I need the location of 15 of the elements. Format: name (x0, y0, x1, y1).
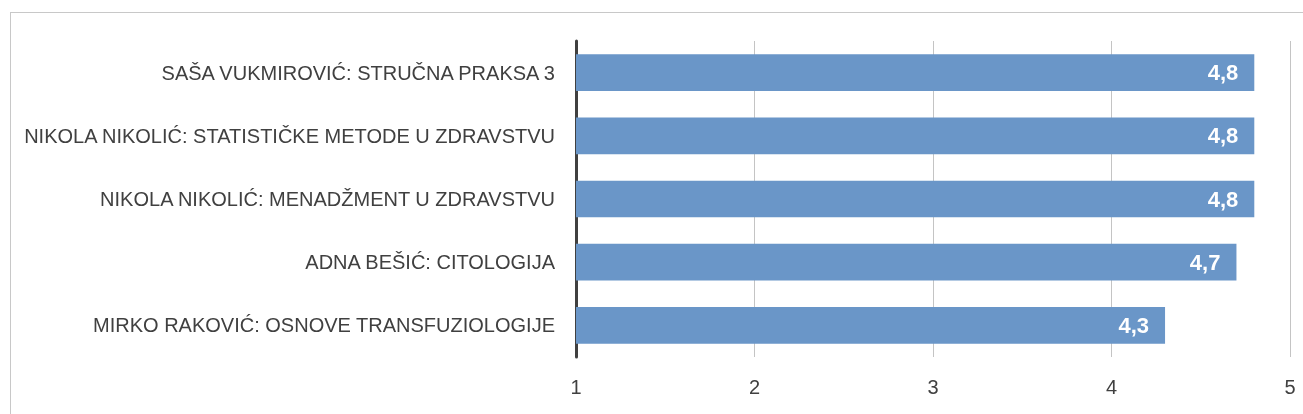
x-tick-label: 4 (1105, 376, 1118, 398)
y-tick-label: ADNA BEŠIĆ: CITOLOGIJA (305, 251, 556, 274)
data-label: 4,7 (1189, 249, 1221, 275)
y-tick-label: NIKOLA NIKOLIĆ: STATISTIČKE METODE U ZDRAVSTVU (24, 124, 555, 147)
data-label: 4,8 (1207, 123, 1239, 149)
data-label: 4,8 (1207, 60, 1239, 86)
y-tick-label: MIRKO RAKOVIĆ: OSNOVE TRANSFUZIOLOGIJE (93, 314, 555, 337)
data-label: 4,8 (1207, 186, 1239, 212)
y-tick-label: SAŠA VUKMIROVIĆ: STRUČNA PRAKSA 3 (161, 61, 555, 84)
y-tick-label: NIKOLA NIKOLIĆ: MENADŽMENT U ZDRAVSTVU (100, 188, 555, 210)
x-tick-label: 5 (1284, 376, 1296, 398)
x-tick-label: 3 (927, 376, 939, 398)
x-tick-label: 2 (748, 376, 761, 398)
x-tick-label: 1 (570, 376, 582, 398)
data-label: 4,3 (1118, 312, 1150, 338)
